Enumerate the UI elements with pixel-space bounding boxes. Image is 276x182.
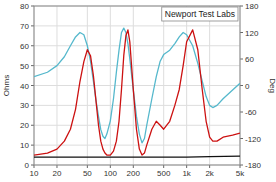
x-tick-label: 5k <box>236 169 245 178</box>
x-tick-label: 20 <box>53 169 62 178</box>
title-box: Newport Test Labs <box>162 7 238 21</box>
series-group <box>34 28 240 157</box>
y-tick-label: 60 <box>20 42 29 51</box>
x-tick-label: 2k <box>205 169 214 178</box>
y-grid-line <box>34 125 240 126</box>
series-line <box>34 30 240 155</box>
y-tick-label: 10 <box>20 141 29 150</box>
grid <box>34 6 240 165</box>
x-tick-label: 1k <box>182 169 191 178</box>
title-background <box>162 7 238 21</box>
y2-tick-label: -120 <box>245 135 262 144</box>
y2-tick-label: 0 <box>245 82 250 91</box>
y-grid-line <box>34 85 240 86</box>
plot-area <box>34 6 240 165</box>
chart: 1020501002005001k2k5k01020304050607080-1… <box>0 0 276 182</box>
y-tick-label: 50 <box>20 62 29 71</box>
y2-tick-label: 120 <box>245 29 259 38</box>
y-grid-line <box>34 45 240 46</box>
plot-frame <box>34 6 240 165</box>
y2-tick-label: -180 <box>245 161 262 170</box>
y-tick-label: 30 <box>20 101 29 110</box>
series-line <box>34 155 240 157</box>
y-tick-label: 40 <box>20 82 29 91</box>
x-tick-label: 200 <box>127 169 141 178</box>
y-grid-line <box>34 145 240 146</box>
y-grid-line <box>34 25 240 26</box>
y-grid-line <box>34 65 240 66</box>
y-axis-label: Ohms <box>2 75 11 96</box>
y2-tick-label: -60 <box>245 108 257 117</box>
x-tick-label: 10 <box>30 169 39 178</box>
y-tick-label: 20 <box>20 121 29 130</box>
x-tick-label: 50 <box>83 169 92 178</box>
y-tick-label: 70 <box>20 22 29 31</box>
y-tick-label: 80 <box>20 2 29 11</box>
series-line <box>34 28 240 143</box>
x-tick-label: 100 <box>104 169 118 178</box>
y2-tick-label: 180 <box>245 2 259 11</box>
y2-axis-label: Deg <box>268 78 276 93</box>
y-tick-label: 0 <box>25 161 30 170</box>
y2-tick-label: 60 <box>245 55 254 64</box>
title: Newport Test Labs <box>165 9 235 19</box>
axes: 1020501002005001k2k5k01020304050607080-1… <box>2 2 276 178</box>
x-tick-label: 500 <box>157 169 171 178</box>
